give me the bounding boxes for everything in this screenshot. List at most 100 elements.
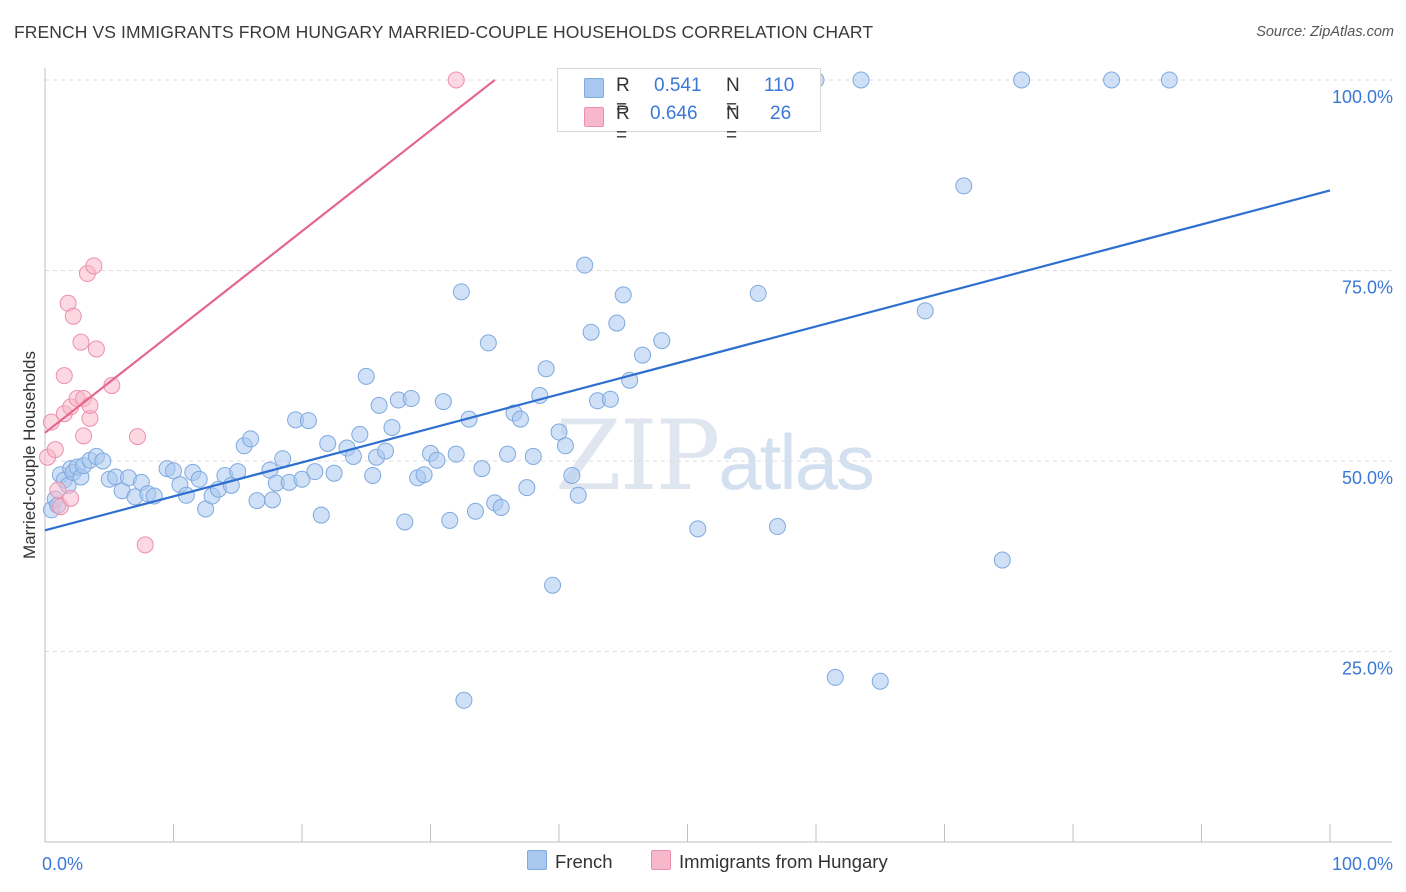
french-point (357, 367, 375, 385)
french-point (550, 423, 568, 441)
french-point (402, 390, 420, 408)
french-point (524, 447, 542, 465)
french-point (428, 451, 446, 469)
french-point (312, 506, 330, 524)
french-point (826, 668, 844, 686)
french-point (1160, 71, 1178, 89)
french-point (293, 470, 311, 488)
hungary-point (55, 367, 73, 385)
french-point (582, 323, 600, 341)
y-tick-label: 50.0% (1342, 468, 1393, 488)
hungary-legend-swatch (651, 850, 671, 870)
french-point (556, 437, 574, 455)
y-tick-label: 75.0% (1342, 278, 1393, 298)
legend-item-hungary: Immigrants from Hungary (651, 850, 888, 873)
y-tick-label: 100.0% (1332, 87, 1393, 107)
french-point (993, 551, 1011, 569)
source-label: Source: ZipAtlas.com (1256, 24, 1394, 40)
french-point (319, 434, 337, 452)
french-point (653, 332, 671, 350)
legend-r-value-hungary: 0.646 (650, 103, 698, 124)
french-point (518, 479, 536, 497)
french-point (455, 691, 473, 709)
y-tick-label: 25.0% (1342, 659, 1393, 679)
french-point (1013, 71, 1031, 89)
french-point (689, 520, 707, 538)
x-tick-label: 0.0% (42, 854, 83, 874)
french-point (351, 425, 369, 443)
french-point (768, 518, 786, 536)
french-point (537, 360, 555, 378)
french-point (248, 492, 266, 510)
french-point (396, 513, 414, 531)
french-point (383, 418, 401, 436)
french-point (165, 462, 182, 480)
hungary-point (129, 428, 147, 446)
french-point (242, 430, 260, 448)
french-point (569, 486, 587, 504)
french-point (576, 256, 594, 274)
french-point (370, 396, 388, 414)
french-trend-line (44, 189, 1331, 532)
correlation-legend: R = 0.541 N = 110 R = 0.646 N = 26 (557, 68, 821, 146)
french-point (479, 334, 497, 352)
hungary-trend-line (44, 79, 496, 434)
hungary-point (49, 481, 67, 499)
chart-title: FRENCH VS IMMIGRANTS FROM HUNGARY MARRIE… (14, 22, 874, 42)
legend-r-label: R = (616, 75, 630, 118)
legend-r-value-french: 0.541 (654, 75, 702, 96)
french-point (377, 442, 395, 460)
french-point (916, 302, 934, 320)
french-swatch (584, 78, 604, 98)
french-point (563, 466, 581, 484)
legend-r-label: R = (616, 103, 630, 146)
hungary-point (64, 307, 82, 325)
hungary-point (75, 427, 93, 445)
french-point (955, 177, 973, 195)
french-point (434, 393, 452, 411)
french-point (511, 410, 529, 428)
hungary-point (447, 71, 465, 89)
hungary-point (85, 257, 103, 275)
french-point (499, 445, 517, 463)
french-legend-swatch (527, 850, 547, 870)
french-point (492, 498, 510, 516)
french-point (190, 470, 208, 488)
french-point (749, 284, 767, 302)
french-points (42, 71, 1178, 709)
french-point (608, 314, 626, 332)
hungary-point (87, 340, 105, 358)
legend-label-hungary: Immigrants from Hungary (679, 851, 888, 872)
french-point (447, 445, 465, 463)
legend-item-french: French (527, 850, 613, 873)
legend-n-label: N = (726, 103, 740, 146)
french-point (364, 466, 382, 484)
french-point (452, 283, 470, 301)
legend-n-value-french: 110 (764, 75, 795, 96)
watermark-atlas: atlas (718, 418, 875, 506)
hungary-point (62, 489, 80, 507)
french-point (274, 450, 292, 468)
hungary-point (46, 441, 64, 459)
hungary-point (72, 333, 90, 351)
french-point (306, 463, 324, 481)
french-point (614, 286, 632, 304)
french-point (1103, 71, 1121, 89)
french-point (325, 464, 343, 482)
hungary-point (136, 536, 154, 554)
legend-label-french: French (555, 851, 613, 872)
french-point (601, 390, 619, 408)
french-point (473, 460, 491, 478)
y-axis-label: Married-couple Households (20, 351, 39, 559)
french-point (466, 502, 484, 520)
french-point (415, 466, 433, 484)
hungary-point (81, 396, 99, 414)
french-point (94, 452, 112, 470)
french-point (871, 672, 889, 690)
french-point (544, 576, 562, 594)
french-point (441, 511, 459, 529)
french-point (299, 412, 317, 430)
hungary-swatch (584, 107, 604, 127)
legend-n-label: N = (726, 75, 740, 118)
